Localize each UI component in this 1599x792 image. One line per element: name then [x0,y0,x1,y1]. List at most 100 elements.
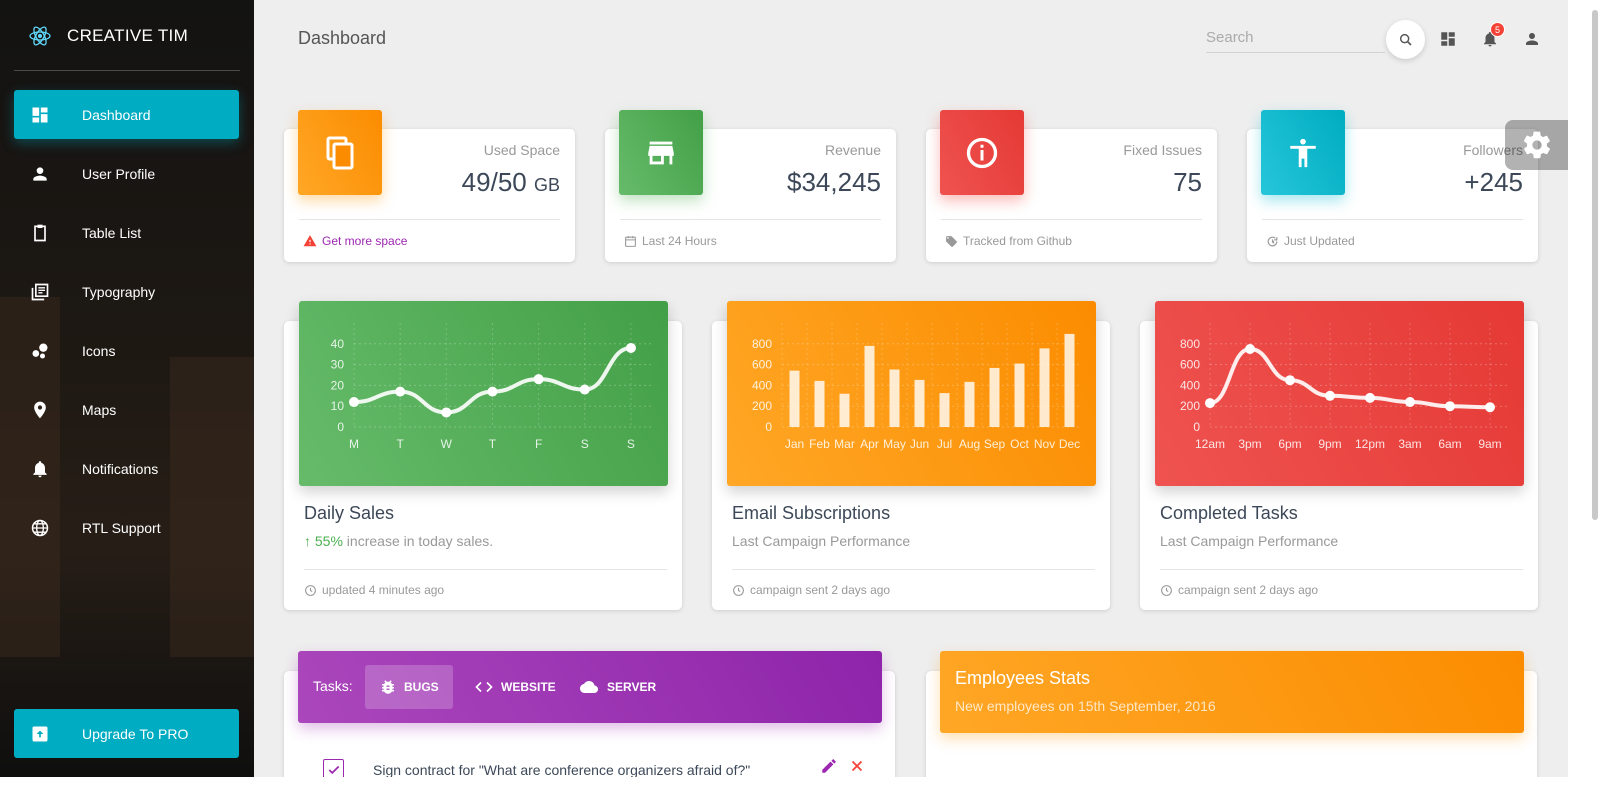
stat-footer: Get more space [303,234,407,248]
dashboard-icon [1441,32,1455,46]
sidebar-item-notifications[interactable]: Notifications [14,444,239,493]
chart-title: Email Subscriptions [732,503,891,523]
chart-x-tick-label: T [396,437,404,451]
task-checkbox[interactable] [323,759,344,777]
sidebar-item-rtl-support[interactable]: RTL Support [14,503,239,552]
chart-y-tick-label: 40 [331,337,345,351]
chart-y-tick-label: 600 [1180,358,1200,372]
brand-name: CREATIVE TIM [67,26,189,45]
tab-bugs[interactable]: BUGS [365,665,453,709]
sidebar-item-label: Typography [82,283,156,300]
chart-bar [1064,333,1075,427]
sidebar-item-table-list[interactable]: Table List [14,208,239,257]
increase-percent: 55% [314,533,343,549]
chart-plot: 0 200 400 600 800 Jan Feb Mar Apr May Jun Jul Aug Sep… [727,301,1096,486]
chart-bar [789,370,800,427]
chart-y-tick-label: 0 [337,420,344,434]
sidebar-item-icons[interactable]: Icons [14,326,239,375]
chart-bar [1039,348,1050,427]
tab-label: WEBSITE [501,680,556,694]
chart-point [1205,398,1215,409]
stat-footer-text: Last 24 Hours [642,234,717,248]
chart-card-email-subscriptions: 0 200 400 600 800 Jan Feb Mar Apr May Jun Jul Aug Sep… [712,301,1110,610]
chart-series-line [353,345,632,415]
sidebar-item-user-profile[interactable]: User Profile [14,149,239,198]
vertical-scrollbar[interactable] [1568,0,1599,792]
sidebar-background-building [170,357,254,657]
get-more-space-link[interactable]: Get more space [322,234,408,248]
chart-point [533,374,544,385]
chart-y-tick-label: 800 [752,337,772,351]
stat-footer: Just Updated [1266,234,1355,248]
upgrade-button[interactable]: Upgrade To PRO [14,709,239,758]
chart-series-line [1209,346,1491,410]
stat-card-fixed-issues: Fixed Issues 75 Tracked from Github [926,110,1217,262]
tab-label: BUGS [404,680,439,694]
chart-point [1405,397,1415,408]
stat-tile [298,110,382,195]
chart-y-tick-label: 200 [1180,399,1200,413]
stat-value: 49/50 GB [462,167,560,198]
person-icon [30,164,50,184]
chart-x-tick-label: Feb [809,437,830,451]
tab-label: SERVER [607,680,657,694]
tab-server[interactable]: SERVER [564,665,670,709]
chart-bar [889,369,900,427]
chart-point [1445,401,1455,412]
chart-y-tick-label: 20 [331,378,345,392]
sidebar-nav: Dashboard User Profile Table List Typogr… [14,90,239,562]
library-books-icon [30,282,50,302]
chart-x-tick-label: 12am [1195,437,1225,451]
tab-website[interactable]: WEBSITE [460,665,570,709]
stat-footer: Last 24 Hours [624,234,717,248]
chart-y-tick-label: 0 [765,420,772,434]
chart-y-tick-label: 600 [752,358,772,372]
content-copy-icon [326,136,354,169]
edit-icon[interactable] [820,757,838,775]
chart-x-tick-label: Nov [1034,437,1055,451]
search-input[interactable] [1206,22,1385,53]
brand-divider [14,70,240,71]
chart-subtitle: Last Campaign Performance [1160,533,1339,549]
scrollbar-thumb[interactable] [1592,10,1598,520]
chart-x-tick-label: Oct [1010,437,1029,451]
chart-footer: updated 4 minutes ago [304,583,444,597]
chart-point [349,397,359,408]
chart-card-completed-tasks: 0 200 400 600 800 12am 3pm 6pm 9pm 12pm 3am 6am 9am … [1140,301,1538,610]
language-icon [30,518,50,538]
stat-footer: Tracked from Github [945,234,1072,248]
chart-x-tick-label: May [883,437,906,451]
employees-title: Employees Stats [955,668,1091,688]
settings-plugin-button[interactable] [1505,120,1568,170]
close-icon[interactable] [848,757,866,775]
horizontal-scrollbar[interactable] [0,777,1568,792]
stat-label: Fixed Issues [1123,142,1202,158]
employees-subtitle: New employees on 15th September, 2016 [955,698,1216,714]
chart-y-tick-label: 200 [752,399,772,413]
brand[interactable]: CREATIVE TIM [0,0,254,71]
stat-footer-text: Just Updated [1284,234,1355,248]
chart-bar [1014,363,1025,427]
code-icon [475,681,493,693]
sidebar-item-typography[interactable]: Typography [14,267,239,316]
dashboard-view-button[interactable] [1437,28,1459,50]
card-divider [732,569,1095,570]
user-menu-button[interactable] [1521,28,1543,50]
sidebar-item-maps[interactable]: Maps [14,385,239,434]
card-divider [304,569,667,570]
chart-y-tick-label: 400 [752,378,772,392]
daily-sales-chart: 0 10 20 30 40 M T W T F S S [331,323,654,451]
person-icon [1526,33,1538,45]
chart-x-tick-label: S [581,437,589,451]
tasks-label: Tasks: [313,678,353,694]
chart-x-tick-label: 3pm [1238,437,1261,451]
bug-icon [382,680,394,694]
chart-x-tick-label: 9pm [1318,437,1341,451]
chart-point [487,386,498,397]
arrow-up-icon: ↑ [304,533,311,549]
accessibility-icon [1290,138,1316,167]
sidebar-item-dashboard[interactable]: Dashboard [14,90,239,139]
chart-point [441,407,452,418]
search-button[interactable] [1386,20,1425,59]
chart-x-tick-label: F [535,437,542,451]
